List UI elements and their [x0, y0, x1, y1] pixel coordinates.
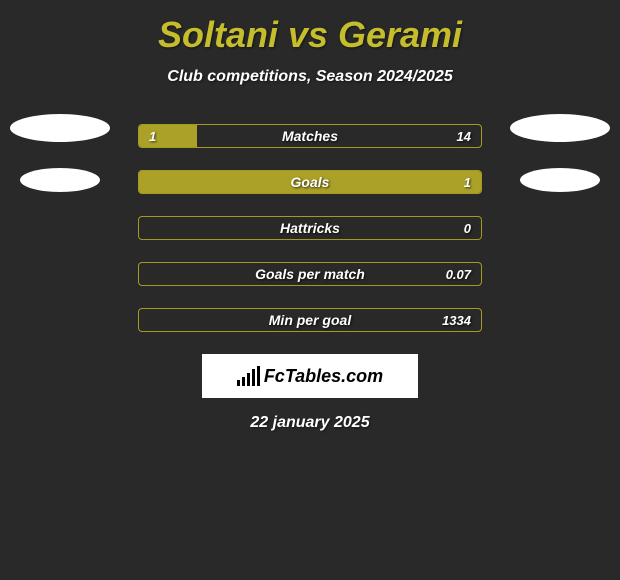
logo-bar-segment: [252, 369, 255, 386]
stat-right-value: 1: [464, 171, 471, 193]
logo: FcTables.com: [237, 366, 383, 387]
stat-right-value: 0: [464, 217, 471, 239]
right-player-avatars: [510, 114, 610, 218]
stat-label: Goals: [139, 171, 481, 193]
stat-bar-row: Hattricks0: [138, 216, 482, 240]
stat-bars: 1Matches14Goals1Hattricks0Goals per matc…: [138, 124, 482, 332]
logo-bar-segment: [247, 373, 250, 386]
stat-bar-row: Min per goal1334: [138, 308, 482, 332]
avatar-placeholder: [520, 168, 600, 192]
left-player-avatars: [10, 114, 110, 218]
stat-bar-row: Goals per match0.07: [138, 262, 482, 286]
stat-label: Matches: [139, 125, 481, 147]
stat-right-value: 1334: [442, 309, 471, 331]
date-label: 22 january 2025: [0, 414, 620, 432]
avatar-placeholder: [10, 114, 110, 142]
stat-label: Hattricks: [139, 217, 481, 239]
page-title: Soltani vs Gerami: [0, 0, 620, 56]
page-subtitle: Club competitions, Season 2024/2025: [0, 68, 620, 86]
avatar-placeholder: [510, 114, 610, 142]
logo-bar-segment: [237, 380, 240, 386]
stat-bar-row: Goals1: [138, 170, 482, 194]
stat-bar-row: 1Matches14: [138, 124, 482, 148]
logo-bar-segment: [242, 377, 245, 386]
stat-label: Min per goal: [139, 309, 481, 331]
logo-box: FcTables.com: [202, 354, 418, 398]
stat-right-value: 14: [457, 125, 471, 147]
logo-text: FcTables.com: [264, 366, 383, 387]
logo-bars-icon: [237, 366, 260, 386]
avatar-placeholder: [20, 168, 100, 192]
comparison-chart: 1Matches14Goals1Hattricks0Goals per matc…: [0, 124, 620, 432]
stat-label: Goals per match: [139, 263, 481, 285]
logo-bar-segment: [257, 366, 260, 386]
stat-right-value: 0.07: [446, 263, 471, 285]
